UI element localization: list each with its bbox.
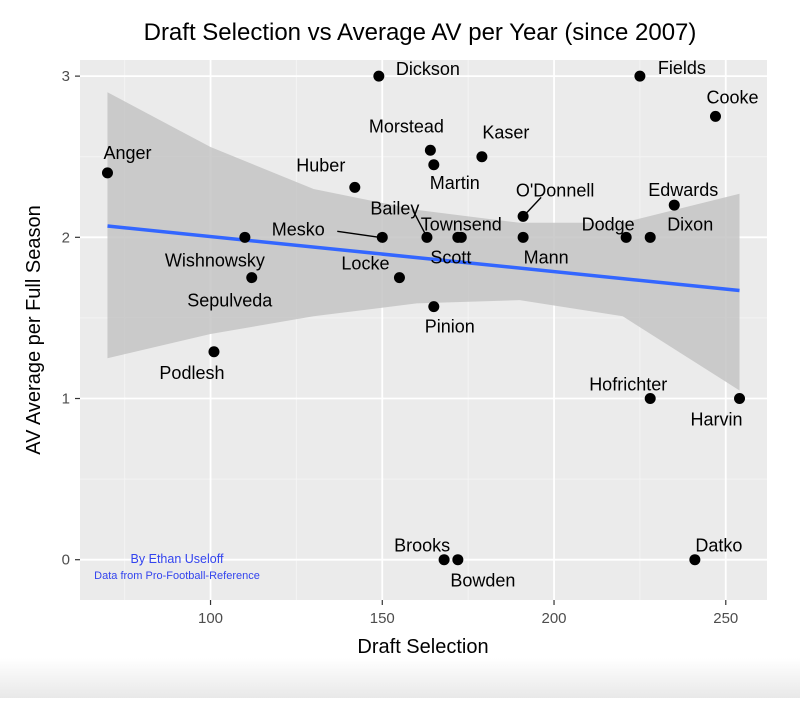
label-leader <box>337 230 380 239</box>
point-kaser <box>476 151 488 163</box>
point-locke <box>393 272 405 284</box>
point-townsend <box>455 231 467 243</box>
point-dickson <box>373 70 385 82</box>
point-label: Edwards <box>648 180 718 200</box>
point-anger <box>101 167 113 179</box>
point-label: Anger <box>103 143 151 163</box>
point-label: Locke <box>341 254 389 274</box>
label-leader <box>525 196 542 214</box>
credit-source: Data from Pro-Football-Reference <box>94 570 260 582</box>
point-label: Sepulveda <box>187 291 273 311</box>
point-edwards <box>668 199 680 211</box>
x-axis-label: Draft Selection <box>357 636 488 658</box>
label-leader <box>412 209 426 234</box>
point-label: Martin <box>430 173 480 193</box>
point-label: Datko <box>695 536 742 556</box>
x-tick-label: 250 <box>713 610 738 627</box>
point-label: Dodge <box>582 214 635 234</box>
x-tick-label: 150 <box>370 610 395 627</box>
point-label: Townsend <box>421 214 502 234</box>
point-harvin <box>734 393 746 405</box>
data-points <box>101 70 746 566</box>
y-axis-label: AV Average per Full Season <box>23 205 45 454</box>
point-podlesh <box>208 346 220 358</box>
point-label: Dickson <box>396 59 460 79</box>
point-fields <box>634 70 646 82</box>
point-brooks <box>438 554 450 566</box>
point-odonnell <box>517 210 529 222</box>
footer-shade <box>0 658 800 698</box>
y-tick-label: 3 <box>62 68 70 85</box>
point-label: Mann <box>524 247 569 267</box>
point-martin <box>428 159 440 171</box>
point-label: Brooks <box>394 536 450 556</box>
point-cooke <box>709 110 721 122</box>
point-label: Bailey <box>370 198 419 218</box>
point-mann <box>517 231 529 243</box>
y-tick-label: 1 <box>62 391 70 408</box>
x-tick-label: 200 <box>542 610 567 627</box>
point-huber <box>349 181 361 193</box>
point-wishnowsky <box>239 231 251 243</box>
point-label: Mesko <box>272 219 325 239</box>
point-label: Scott <box>430 247 471 267</box>
point-morstead <box>424 144 436 156</box>
x-axis-ticks: 100 150 200 250 <box>198 600 738 627</box>
point-label: Podlesh <box>159 363 224 383</box>
point-bailey <box>421 231 433 243</box>
regression-line <box>107 224 740 293</box>
point-label: Hofrichter <box>589 375 667 395</box>
point-label: Kaser <box>482 123 529 143</box>
label-leaders <box>337 196 542 239</box>
point-mesko <box>376 231 388 243</box>
point-sepulveda <box>246 272 258 284</box>
point-label: Pinion <box>425 317 475 337</box>
point-datko <box>689 554 701 566</box>
point-labels: Anger Wishnowsky Sepulveda Podlesh Huber Dick… <box>103 58 758 591</box>
point-label: Huber <box>296 155 345 175</box>
point-label: Harvin <box>691 410 743 430</box>
point-pinion <box>428 301 440 313</box>
credit-author: By Ethan Useloff <box>131 552 224 566</box>
point-hofrichter <box>644 393 656 405</box>
y-tick-label: 2 <box>62 229 70 246</box>
point-label: O'Donnell <box>516 180 594 200</box>
point-label: Cooke <box>706 87 758 107</box>
point-label: Morstead <box>369 116 444 136</box>
point-label: Bowden <box>450 571 515 591</box>
point-dodge <box>620 231 632 243</box>
point-label: Dixon <box>667 214 713 234</box>
point-bowden <box>452 554 464 566</box>
y-tick-label: 0 <box>62 552 70 569</box>
x-tick-label: 100 <box>198 610 223 627</box>
point-label: Fields <box>658 58 706 78</box>
point-dixon <box>644 231 656 243</box>
point-label: Wishnowsky <box>165 250 265 270</box>
y-axis-ticks: 0 1 2 3 <box>62 68 80 569</box>
chart-title: Draft Selection vs Average AV per Year (… <box>144 19 697 46</box>
